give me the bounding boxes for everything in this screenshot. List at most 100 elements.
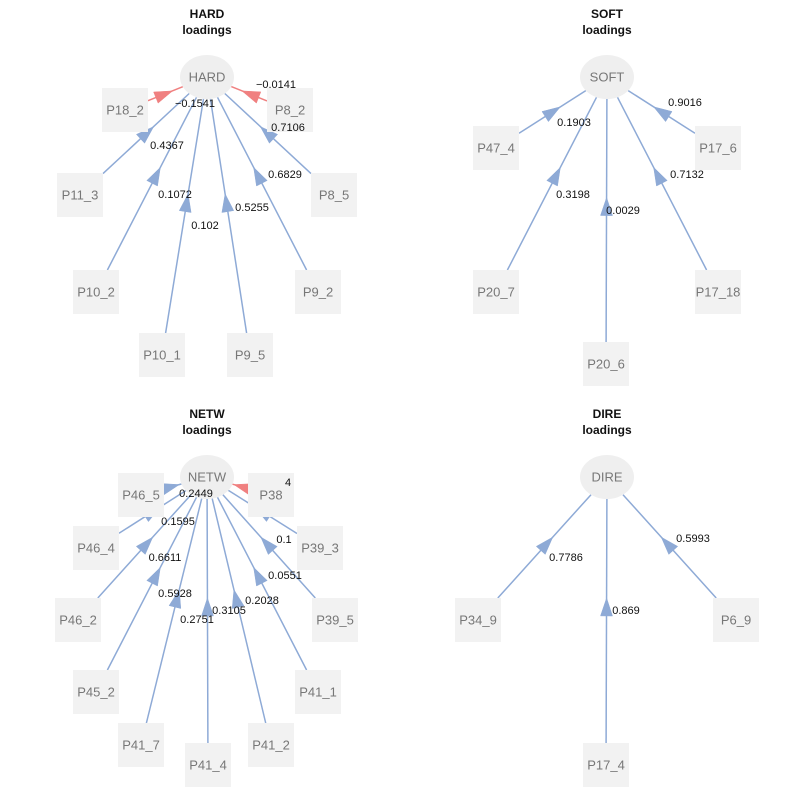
panel-title-hard: HARD xyxy=(190,7,225,21)
edge-hard-p9_5 xyxy=(209,98,248,334)
arrowhead-hard-p9_5 xyxy=(221,193,235,213)
arrowhead-soft-p17_18 xyxy=(653,166,668,187)
edge-netw-p45_2 xyxy=(106,496,198,671)
loading-label-soft-p17_6: 0.9016 xyxy=(668,97,702,109)
loading-label-netw-p41_2: 0.2028 xyxy=(245,595,279,607)
arrowhead-netw-p41_2 xyxy=(231,588,245,609)
indicator-p45_2: P45_2 xyxy=(73,670,119,714)
edge-netw-p41_4 xyxy=(206,498,209,744)
indicator-label: P41_7 xyxy=(122,738,160,753)
indicator-box xyxy=(118,473,164,517)
loading-label-netw-p41_4: 0.3105 xyxy=(212,605,246,617)
indicator-p38: P38 xyxy=(248,473,294,517)
loading-label-hard-p10_2: 0.1072 xyxy=(158,189,192,201)
indicator-label: P41_2 xyxy=(252,738,290,753)
indicator-label: P17_4 xyxy=(587,758,625,773)
arrowhead-dire-p34_9 xyxy=(535,536,554,555)
latent-node-netw: NETW xyxy=(180,455,234,499)
indicator-p8_5: P8_5 xyxy=(311,173,357,217)
arrowhead-netw-p41_1 xyxy=(253,566,268,587)
loading-label-soft-p20_6: 0.0029 xyxy=(606,205,640,217)
indicator-label: P46_5 xyxy=(122,488,160,503)
edge-soft-p17_18 xyxy=(616,96,708,271)
indicator-box xyxy=(227,333,273,377)
indicator-box xyxy=(695,126,741,170)
indicator-p39_5: P39_5 xyxy=(312,598,358,642)
indicator-p8_2: P8_2 xyxy=(267,88,313,132)
indicator-box xyxy=(57,173,103,217)
panel-title-dire: DIRE xyxy=(593,407,622,421)
loading-label-netw-p38: 4 xyxy=(285,477,291,489)
loading-label-netw-p46_2: 0.6611 xyxy=(149,552,182,564)
loading-label-netw-p41_1: 0.0551 xyxy=(268,570,302,582)
loading-label-dire-p6_9: 0.5993 xyxy=(676,533,710,545)
loading-label-netw-p45_2: 0.5928 xyxy=(158,588,192,600)
indicator-box xyxy=(139,333,185,377)
indicator-box xyxy=(118,723,164,767)
indicator-box xyxy=(312,598,358,642)
latent-label: SOFT xyxy=(590,70,625,85)
indicator-label: P9_2 xyxy=(303,285,333,300)
panel-subtitle-hard: loadings xyxy=(182,23,232,37)
indicator-box xyxy=(248,723,294,767)
indicator-box xyxy=(248,473,294,517)
indicator-p39_3: P39_3 xyxy=(297,526,343,570)
loading-label-hard-p8_5: 0.7106 xyxy=(271,122,305,134)
indicator-p41_7: P41_7 xyxy=(118,723,164,767)
indicator-label: P41_1 xyxy=(299,685,337,700)
arrowhead-netw-p41_4 xyxy=(201,597,214,617)
arrowhead-netw-p45_2 xyxy=(146,566,161,587)
indicator-p11_3: P11_3 xyxy=(57,173,103,217)
loading-label-dire-p34_9: 0.7786 xyxy=(549,552,583,564)
indicator-box xyxy=(473,126,519,170)
indicator-box xyxy=(267,88,313,132)
edge-hard-p10_2 xyxy=(106,96,198,271)
indicator-label: P20_6 xyxy=(587,357,625,372)
arrowhead-hard-p10_2 xyxy=(146,166,161,187)
arrowhead-soft-p20_7 xyxy=(546,166,561,187)
indicator-label: P39_5 xyxy=(316,613,354,628)
loading-label-netw-p41_7: 0.2751 xyxy=(180,614,214,626)
indicator-label: P20_7 xyxy=(477,285,515,300)
loading-label-hard-p18_2: −0.1541 xyxy=(175,98,215,110)
latent-label: NETW xyxy=(188,470,227,485)
indicator-p10_2: P10_2 xyxy=(73,270,119,314)
indicator-p10_1: P10_1 xyxy=(139,333,185,377)
latent-node-hard: HARD xyxy=(180,55,234,99)
indicator-label: P34_9 xyxy=(459,613,497,628)
panel-subtitle-soft: loadings xyxy=(582,23,632,37)
indicator-label: P11_3 xyxy=(62,188,99,203)
arrowhead-soft-p17_6 xyxy=(652,106,673,123)
loading-label-netw-p46_5: 0.2449 xyxy=(179,488,213,500)
panel-subtitle-dire: loadings xyxy=(582,423,632,437)
indicator-label: P8_5 xyxy=(319,188,349,203)
latent-ellipse xyxy=(180,55,234,99)
loading-label-hard-p9_5: 0.5255 xyxy=(235,202,269,214)
indicator-p47_4: P47_4 xyxy=(473,126,519,170)
indicator-box xyxy=(583,342,629,386)
loading-label-hard-p10_1: 0.102 xyxy=(191,220,219,232)
indicator-box xyxy=(473,270,519,314)
indicator-box xyxy=(583,743,629,787)
arrowhead-soft-p47_4 xyxy=(541,106,562,123)
indicator-label: P17_18 xyxy=(696,285,741,300)
edge-dire-p17_4 xyxy=(605,498,608,744)
indicator-label: P38 xyxy=(259,488,282,503)
indicator-p46_5: P46_5 xyxy=(118,473,164,517)
indicator-label: P18_2 xyxy=(106,103,144,118)
arrowhead-dire-p17_4 xyxy=(600,597,613,617)
arrowhead-netw-p41_7 xyxy=(168,588,182,609)
indicator-p41_1: P41_1 xyxy=(295,670,341,714)
indicator-label: P46_2 xyxy=(59,613,97,628)
edge-soft-p20_6 xyxy=(605,98,608,343)
latent-ellipse xyxy=(580,455,634,499)
indicator-p17_6: P17_6 xyxy=(695,126,741,170)
latent-label: DIRE xyxy=(591,470,622,485)
indicator-label: P6_9 xyxy=(721,613,751,628)
loading-label-soft-p47_4: 0.1903 xyxy=(557,117,591,129)
edge-netw-p41_1 xyxy=(216,496,308,671)
loading-label-dire-p17_4: 0.869 xyxy=(612,605,640,617)
edge-hard-p9_2 xyxy=(216,96,308,271)
indicator-p18_2: P18_2 xyxy=(102,88,148,132)
